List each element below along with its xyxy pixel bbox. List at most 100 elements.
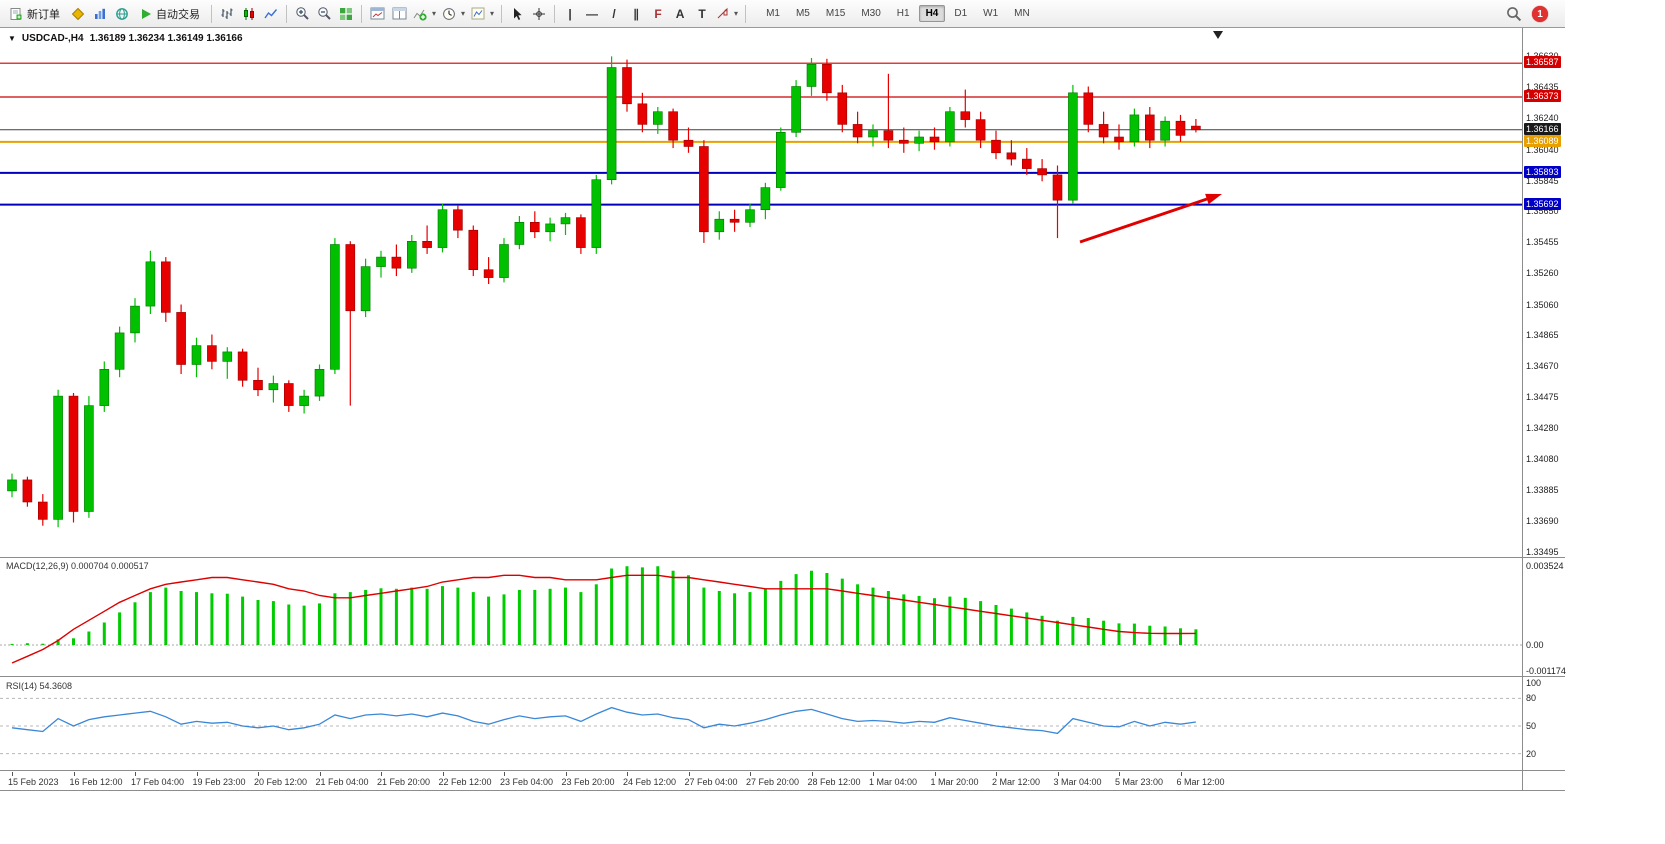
chart-menu-icon[interactable]: ▼ [8,34,16,43]
label-tool-icon: T [698,6,706,21]
price-axis-label: 1.36040 [1526,144,1559,155]
time-axis-label: 24 Feb 12:00 [623,777,677,787]
text-tool-icon: A [675,6,685,21]
notification-badge[interactable]: 1 [1532,6,1548,22]
bar-chart-button[interactable] [216,3,238,25]
time-axis-label: 2 Mar 12:00 [992,777,1041,787]
new-order-button[interactable]: 新订单 [2,3,67,25]
macd-panel-canvas[interactable] [0,558,1522,676]
time-axis-label: 16 Feb 12:00 [69,777,123,787]
time-tick [627,772,628,776]
vertical-line-tool-button[interactable]: | [559,3,581,25]
timeframe-button-MN[interactable]: MN [1014,8,1030,19]
auto-trading-button[interactable]: 自动交易 [133,3,207,25]
time-tick [258,772,259,776]
zoom-in-button[interactable] [291,3,313,25]
price-axis-label: 1.35260 [1526,267,1559,278]
trend-arrow-annotation[interactable] [1079,193,1222,244]
timeframe-button-D1[interactable]: D1 [954,8,968,19]
chart-area: ▼ USDCAD-,H4 1.36189 1.36234 1.36149 1.3… [0,28,1566,791]
time-tick [873,772,874,776]
price-axis-label: 1.35650 [1526,206,1559,217]
new-order-icon [10,7,22,20]
fibonacci-tool-button[interactable]: F [647,3,669,25]
panel-divider[interactable] [0,676,1565,677]
channel-icon: ∥ [633,6,640,21]
templates-button[interactable]: ▾ [468,3,497,25]
time-axis-label: 27 Feb 20:00 [746,777,800,787]
chart-profiles-button[interactable] [388,3,410,25]
ohlc-values-label: 1.36189 1.36234 1.36149 1.36166 [89,33,243,44]
periods-button[interactable]: ▾ [439,3,468,25]
channel-tool-button[interactable]: ∥ [625,3,647,25]
timeframe-button-W1[interactable]: W1 [983,8,999,19]
panel-divider[interactable] [0,557,1565,558]
toolbar-separator [554,4,556,23]
toolbar-separator [361,4,362,23]
vertical-line-icon: | [568,6,572,21]
time-tick [811,772,813,776]
price-axis-label: 1.35060 [1526,299,1559,310]
crosshair-icon [533,7,546,20]
zoom-out-button[interactable] [313,3,335,25]
time-axis-label: 23 Feb 20:00 [561,777,615,787]
time-tick [750,772,751,776]
price-axis-label: 1.35455 [1526,237,1559,248]
line-chart-icon [264,8,278,18]
price-axis-label: 1.33495 [1526,546,1559,557]
shapes-tool-button[interactable]: ▾ [713,3,741,25]
indicators-button[interactable]: ▾ [410,3,439,25]
timeframe-button-M5[interactable]: M5 [795,8,810,19]
data-window-button[interactable] [89,3,111,25]
timeframe-buttons: M1 M5 M15 M30 H1 H4 D1 W1 MN [758,5,1038,22]
trendline-icon: / [612,6,616,21]
price-axis[interactable]: 1.366301.364351.362401.360401.358451.356… [1524,28,1565,558]
chart-marker-icon[interactable] [1213,31,1223,39]
candlestick-chart-button[interactable] [238,3,260,25]
toolbar-separator [745,4,747,23]
line-chart-button[interactable] [260,3,282,25]
market-watch-button[interactable] [67,3,89,25]
time-axis-label: 1 Mar 04:00 [869,777,918,787]
time-tick [73,772,75,776]
price-axis-label: 1.34080 [1526,454,1559,465]
horizontal-line-tool-button[interactable]: — [581,3,603,25]
timeframe-button-M15[interactable]: M15 [825,8,846,19]
price-axis-label: 1.33690 [1526,516,1559,526]
label-tool-button[interactable]: T [691,3,713,25]
crosshair-button[interactable] [528,3,550,25]
new-chart-button[interactable] [366,3,388,25]
trendline-tool-button[interactable]: / [603,3,625,25]
community-button[interactable] [111,3,133,25]
panel-divider [0,770,1565,771]
time-axis[interactable]: 15 Feb 2023 16 Feb 12:00 17 Feb 04:00 19 Fe… [0,772,1565,790]
macd-axis-label: -0.001174 [1526,666,1566,677]
time-tick [934,772,936,776]
timeframe-button-M1[interactable]: M1 [766,8,780,19]
timeframe-button-M30[interactable]: M30 [861,8,881,19]
cursor-button[interactable] [506,3,528,25]
time-axis-label: 20 Feb 12:00 [254,777,308,787]
macd-axis[interactable]: 0.003524 0.00 -0.001174 [1524,558,1566,677]
time-tick [1057,772,1059,776]
price-badge: 1.35893 [1524,165,1561,178]
time-axis-label: 6 Mar 12:00 [1176,777,1225,787]
rsi-panel-canvas[interactable] [0,678,1522,770]
cursor-icon [513,7,522,20]
price-badge: 1.35692 [1524,197,1561,210]
rsi-axis-label: 50 [1526,721,1537,731]
price-chart-canvas[interactable] [0,28,1522,558]
rsi-indicator-label: RSI(14) 54.3608 [6,681,73,691]
time-axis-label: 21 Feb 04:00 [315,777,369,787]
tile-windows-button[interactable] [335,3,357,25]
timeframe-button-H1[interactable]: H1 [896,8,910,19]
rsi-axis[interactable]: 100 80 50 20 [1524,678,1565,770]
horizontal-line-icon: — [586,6,599,21]
timeframe-button-H4[interactable]: H4 [918,5,946,22]
time-axis-label: 1 Mar 20:00 [930,777,979,787]
template-icon [471,7,485,20]
chart-window-icon [370,7,384,20]
text-tool-button[interactable]: A [669,3,691,25]
time-axis-label: 17 Feb 04:00 [131,777,185,787]
search-icon[interactable] [1506,6,1522,22]
